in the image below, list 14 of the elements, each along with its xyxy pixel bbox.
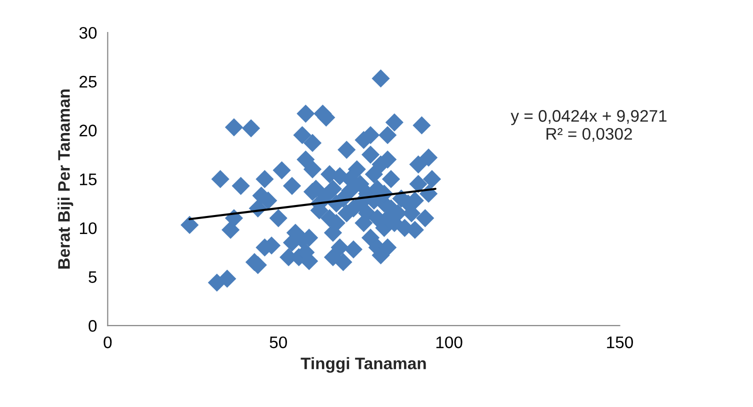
x-axis-title: Tinggi Tanaman	[300, 357, 426, 373]
y-tick-label: 30	[79, 26, 97, 39]
y-tick-label: 0	[88, 320, 97, 332]
x-tick-label: 50	[270, 336, 287, 348]
y-tick-label: 25	[80, 76, 97, 88]
y-tick-label: 5	[88, 271, 97, 283]
x-tick-label: 150	[607, 336, 633, 348]
x-tick-label: 100	[436, 336, 462, 348]
annotation: y = 0,0424x + 9,9271 R² = 0,0302	[510, 110, 666, 142]
y-tick-label: 15	[80, 174, 97, 186]
y-tick-label: 20	[80, 124, 97, 136]
y-tick-label: 10	[80, 222, 97, 234]
y-axis-title: Berat Biji Per Tanaman	[58, 89, 74, 269]
x-tick-label: 0	[104, 336, 112, 348]
